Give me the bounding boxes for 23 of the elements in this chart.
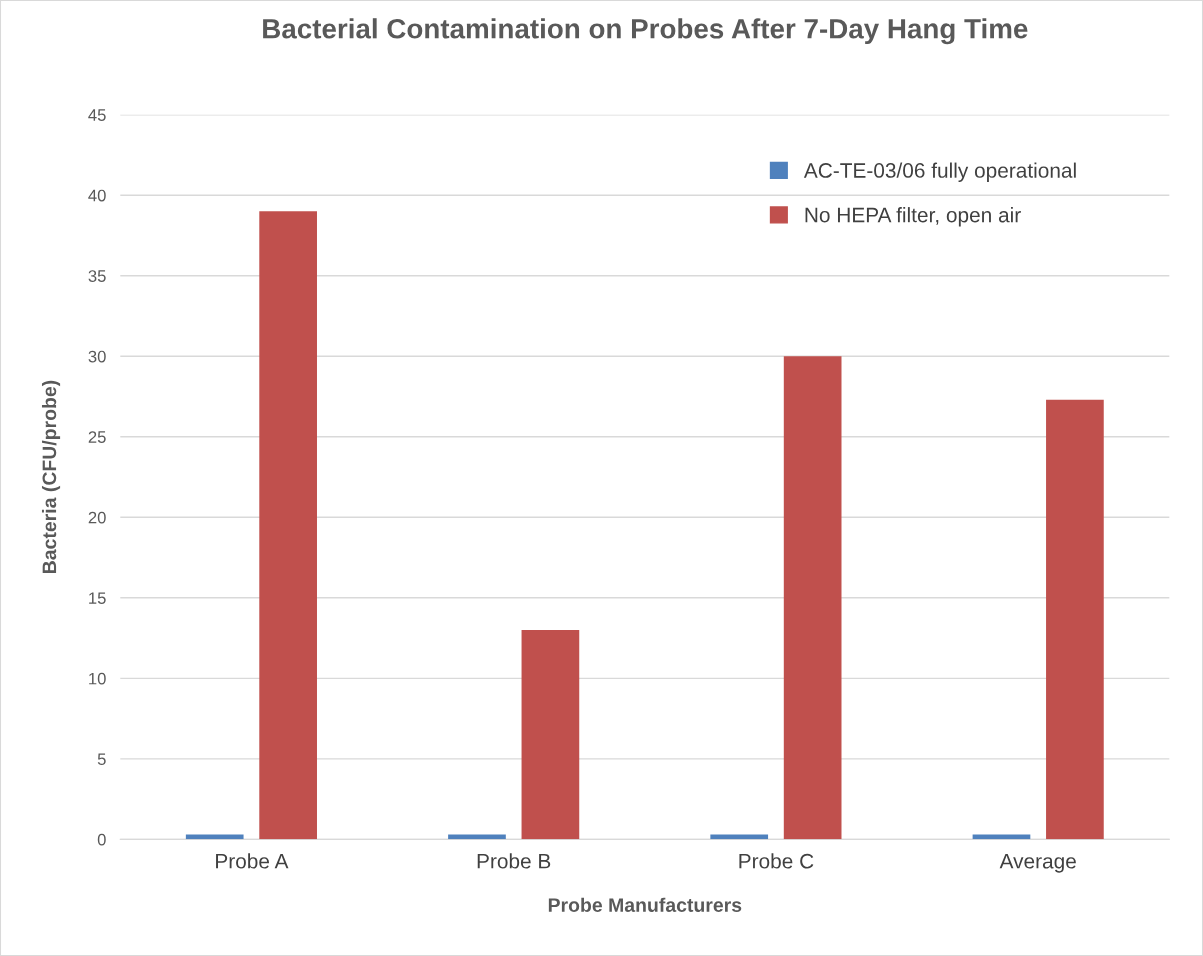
bar bbox=[521, 630, 580, 840]
bar bbox=[1046, 399, 1104, 840]
y-tick-label: 25 bbox=[88, 431, 106, 443]
y-tick-label: 40 bbox=[88, 189, 106, 202]
y-tick-label: 0 bbox=[97, 833, 106, 846]
y-tick-label: 20 bbox=[88, 511, 106, 524]
legend-label: No HEPA filter, open air bbox=[805, 207, 1021, 227]
bar bbox=[259, 211, 317, 840]
y-tick-label: 15 bbox=[89, 592, 106, 605]
y-tick-label: 30 bbox=[88, 350, 106, 363]
x-axis-title: Probe Manufacturers bbox=[548, 897, 742, 912]
y-tick-label: 10 bbox=[89, 672, 106, 685]
chart-title: Bacterial Contamination on Probes After 7-Day Hang Time bbox=[263, 18, 1028, 45]
y-tick-label: 35 bbox=[88, 270, 106, 282]
x-tick-label: Average bbox=[999, 854, 1076, 873]
y-tick-label: 45 bbox=[88, 109, 106, 121]
legend-label: AC-TE-03/06 fully operational bbox=[803, 162, 1076, 182]
bar bbox=[783, 356, 842, 840]
x-tick-label: Probe A bbox=[216, 853, 289, 869]
x-tick-label: Probe C bbox=[739, 853, 814, 869]
x-tick-label: Probe B bbox=[477, 853, 551, 869]
y-tick-label: 5 bbox=[97, 753, 106, 766]
y-axis-title: Bacteria (CFU/probe) bbox=[41, 380, 61, 573]
